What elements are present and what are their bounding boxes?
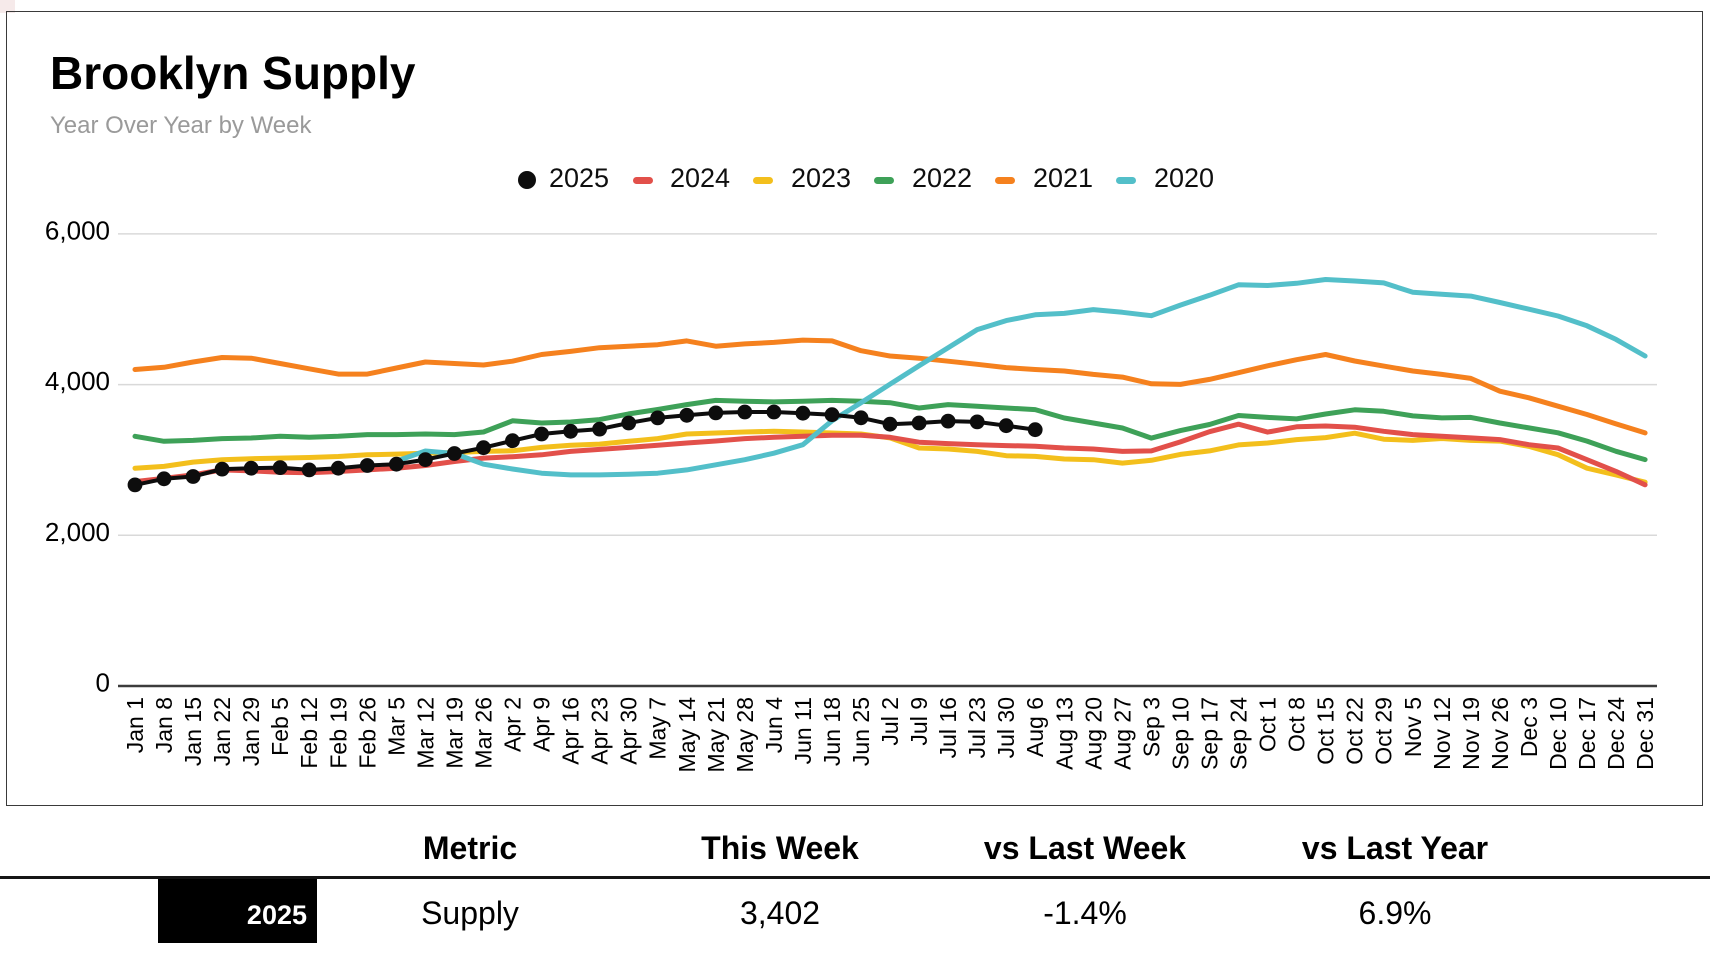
svg-text:0: 0 xyxy=(96,668,110,698)
svg-text:Mar 5: Mar 5 xyxy=(383,697,409,756)
svg-text:Sep 24: Sep 24 xyxy=(1226,697,1252,770)
svg-text:Jun 18: Jun 18 xyxy=(819,697,845,766)
svg-text:Nov 26: Nov 26 xyxy=(1487,697,1513,770)
svg-text:Feb 19: Feb 19 xyxy=(325,697,351,769)
svg-text:May 28: May 28 xyxy=(732,697,758,772)
svg-text:May 21: May 21 xyxy=(703,697,729,772)
svg-text:4,000: 4,000 xyxy=(45,366,110,396)
svg-text:Jul 30: Jul 30 xyxy=(993,697,1019,758)
svg-text:Aug 6: Aug 6 xyxy=(1022,697,1048,757)
svg-text:Apr 23: Apr 23 xyxy=(587,697,613,765)
svg-text:May 7: May 7 xyxy=(645,697,671,760)
svg-text:Jan 22: Jan 22 xyxy=(209,697,235,766)
svg-text:Apr 2: Apr 2 xyxy=(500,697,526,752)
svg-text:Jul 16: Jul 16 xyxy=(935,697,961,758)
svg-text:Dec 10: Dec 10 xyxy=(1545,697,1571,770)
svg-text:Nov 12: Nov 12 xyxy=(1429,697,1455,770)
svg-text:Jan 8: Jan 8 xyxy=(151,697,177,753)
svg-text:Mar 12: Mar 12 xyxy=(412,697,438,769)
svg-text:Dec 24: Dec 24 xyxy=(1603,697,1629,770)
svg-text:Oct 29: Oct 29 xyxy=(1371,697,1397,765)
svg-text:Jun 4: Jun 4 xyxy=(761,697,787,753)
svg-text:Nov 5: Nov 5 xyxy=(1400,697,1426,757)
svg-text:Feb 5: Feb 5 xyxy=(267,697,293,756)
svg-text:6,000: 6,000 xyxy=(45,215,110,245)
svg-text:Mar 19: Mar 19 xyxy=(441,697,467,769)
svg-text:Aug 20: Aug 20 xyxy=(1080,697,1106,770)
svg-text:Apr 9: Apr 9 xyxy=(529,697,555,752)
svg-text:Sep 3: Sep 3 xyxy=(1138,697,1164,757)
svg-text:Dec 3: Dec 3 xyxy=(1516,697,1542,757)
svg-text:Mar 26: Mar 26 xyxy=(471,697,497,769)
svg-text:Jul 23: Jul 23 xyxy=(964,697,990,758)
svg-text:Sep 10: Sep 10 xyxy=(1167,697,1193,770)
svg-text:Sep 17: Sep 17 xyxy=(1197,697,1223,770)
svg-text:Aug 13: Aug 13 xyxy=(1051,697,1077,770)
svg-text:May 14: May 14 xyxy=(674,697,700,773)
svg-text:Feb 26: Feb 26 xyxy=(354,697,380,769)
svg-text:Jan 1: Jan 1 xyxy=(122,697,148,753)
svg-text:Oct 8: Oct 8 xyxy=(1284,697,1310,752)
svg-text:Apr 30: Apr 30 xyxy=(616,697,642,765)
svg-text:Jan 29: Jan 29 xyxy=(238,697,264,766)
svg-text:Jun 11: Jun 11 xyxy=(790,697,816,764)
svg-text:Oct 22: Oct 22 xyxy=(1342,697,1368,765)
svg-text:Apr 16: Apr 16 xyxy=(558,697,584,765)
svg-text:Aug 27: Aug 27 xyxy=(1109,697,1135,770)
svg-text:Dec 17: Dec 17 xyxy=(1574,697,1600,770)
svg-text:Oct 1: Oct 1 xyxy=(1255,697,1281,752)
svg-text:Jan 15: Jan 15 xyxy=(180,697,206,766)
svg-text:Jul 9: Jul 9 xyxy=(906,697,932,746)
svg-text:Nov 19: Nov 19 xyxy=(1458,697,1484,770)
svg-text:Jun 25: Jun 25 xyxy=(848,697,874,766)
svg-text:Feb 12: Feb 12 xyxy=(296,697,322,769)
svg-text:Oct 15: Oct 15 xyxy=(1313,697,1339,765)
svg-text:2,000: 2,000 xyxy=(45,517,110,547)
svg-text:Jul 2: Jul 2 xyxy=(877,697,903,746)
svg-text:Dec 31: Dec 31 xyxy=(1632,697,1658,770)
